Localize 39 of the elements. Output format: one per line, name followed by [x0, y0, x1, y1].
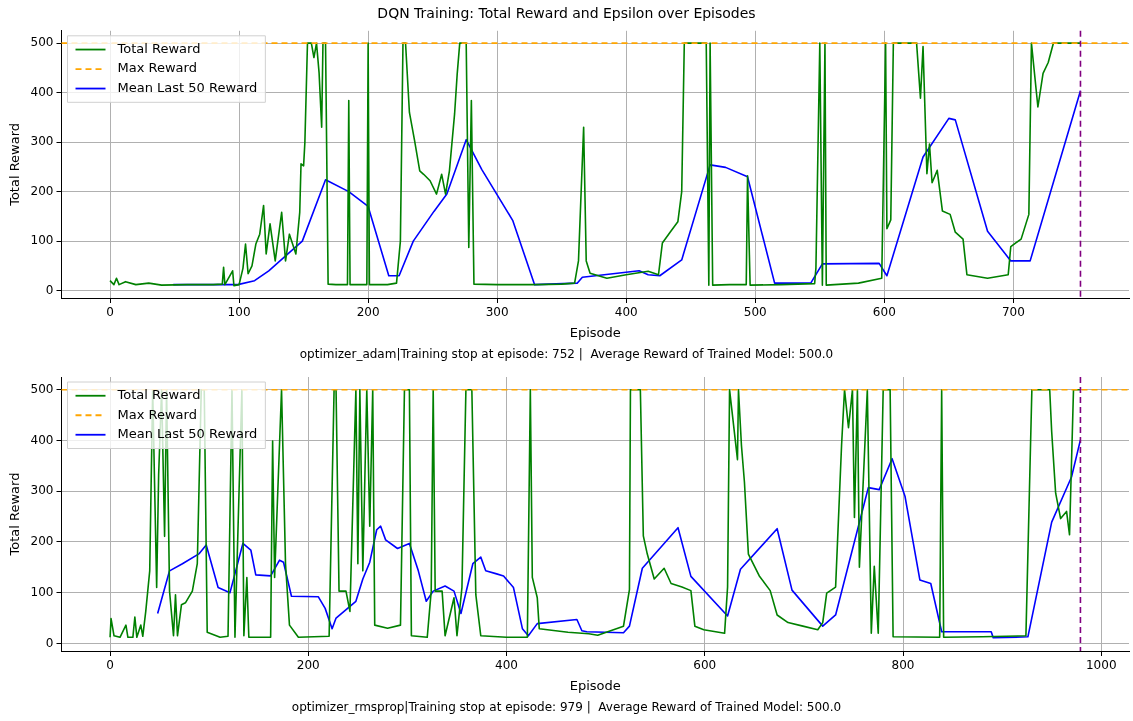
x-tick-label: 400 — [495, 658, 518, 673]
y-tick-label: 400 — [30, 432, 54, 447]
y-tick-label: 500 — [30, 35, 54, 50]
x-tick-label: 600 — [872, 305, 896, 320]
y-axis-title: Total Reward — [7, 472, 23, 557]
x-tick-label: 400 — [614, 305, 638, 320]
x-tick-label: 500 — [743, 305, 767, 320]
x-axis-title: Episode — [569, 324, 621, 340]
y-tick-label: 500 — [30, 381, 54, 396]
y-tick-label: 0 — [45, 635, 54, 650]
x-tick-label: 600 — [693, 658, 717, 673]
x-tick-label: 0 — [106, 658, 114, 673]
x-tick-label: 200 — [356, 305, 380, 320]
x-tick-label: 300 — [485, 305, 509, 320]
legend-label: Total Reward — [116, 40, 201, 56]
y-tick-label: 100 — [30, 584, 54, 599]
x-tick-label: 100 — [227, 305, 251, 320]
x-axis-title: Episode — [569, 677, 621, 693]
y-tick-label: 300 — [30, 134, 54, 149]
legend-label: Mean Last 50 Reward — [117, 426, 258, 442]
legend-label: Max Reward — [117, 406, 197, 422]
x-tick-label: 1000 — [1085, 658, 1117, 673]
legend-label: Total Reward — [116, 387, 201, 403]
y-tick-label: 0 — [45, 282, 54, 297]
x-tick-label: 0 — [106, 305, 114, 320]
legend-label: Mean Last 50 Reward — [117, 79, 258, 95]
x-tick-label: 200 — [296, 658, 320, 673]
y-tick-label: 100 — [30, 233, 54, 248]
legend-label: Max Reward — [117, 60, 197, 76]
y-tick-label: 300 — [30, 483, 54, 498]
y-tick-label: 400 — [30, 84, 54, 99]
y-axis-title: Total Reward — [7, 122, 23, 207]
y-tick-label: 200 — [30, 534, 54, 549]
text: optimizer_adam|Training stop at episode: 752 | Average Reward of Trained Model: 500.0 — [298, 346, 835, 363]
x-tick-label: 800 — [891, 658, 915, 673]
x-tick-label: 700 — [1001, 305, 1025, 320]
y-tick-label: 200 — [30, 183, 54, 198]
chart-title: DQN Training: Total Reward and Epsilon over Episodes — [377, 5, 756, 22]
text: optimizer_rmsprop|Training stop at episode: 979 | Average Reward of Trained Model: 500.0 — [290, 699, 843, 716]
